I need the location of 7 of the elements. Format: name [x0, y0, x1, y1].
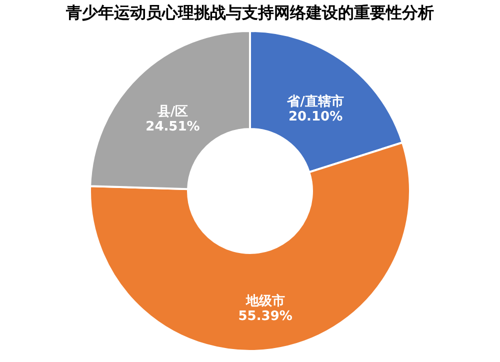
slice-label: 省/直辖市 — [286, 93, 344, 110]
data-label: 24.51% — [146, 119, 200, 134]
chart-title: 青少年运动员心理挑战与支持网络建设的重要性分析 — [65, 3, 434, 22]
slice-label: 县/区 — [156, 104, 188, 120]
data-label: 20.10% — [288, 109, 343, 124]
data-label: 55.39% — [238, 308, 292, 324]
slice-label: 地级市 — [244, 292, 285, 309]
